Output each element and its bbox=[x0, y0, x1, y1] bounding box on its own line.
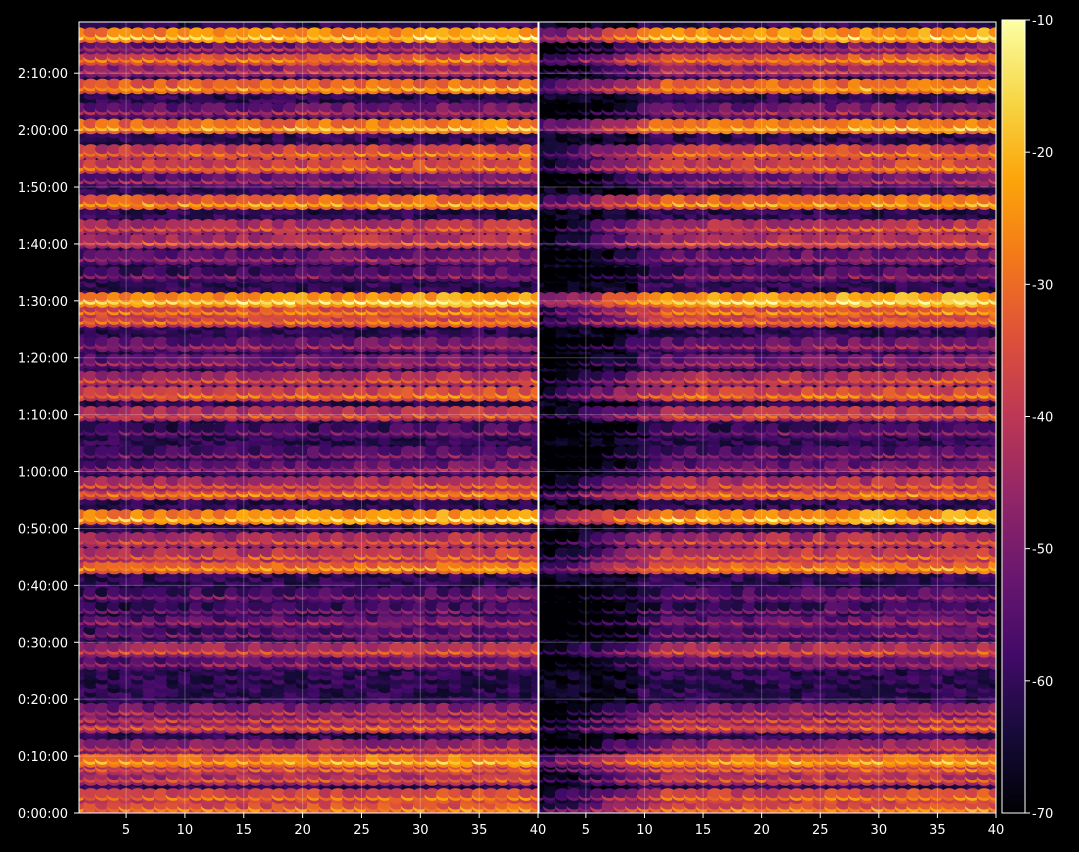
heatmap-panel-left bbox=[78, 21, 539, 814]
